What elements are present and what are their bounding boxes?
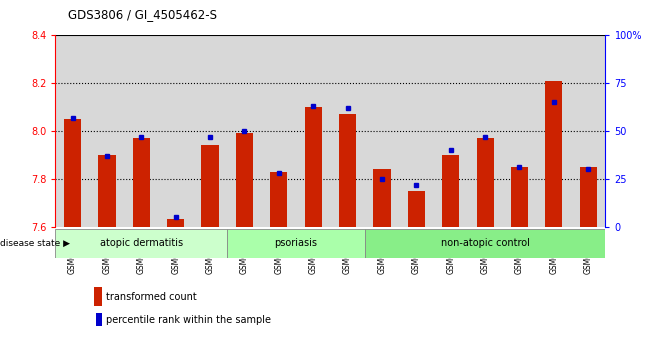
- Bar: [236, 133, 253, 227]
- FancyBboxPatch shape: [365, 229, 605, 258]
- Bar: [167, 219, 184, 227]
- Bar: [408, 191, 425, 227]
- Bar: [546, 81, 562, 227]
- Bar: [96, 313, 102, 326]
- Bar: [227, 35, 262, 227]
- Text: percentile rank within the sample: percentile rank within the sample: [106, 315, 271, 325]
- Bar: [374, 169, 391, 227]
- Bar: [305, 107, 322, 227]
- Bar: [330, 35, 365, 227]
- Text: disease state ▶: disease state ▶: [0, 239, 70, 248]
- Bar: [55, 35, 90, 227]
- Bar: [296, 35, 330, 227]
- Bar: [434, 35, 468, 227]
- Bar: [90, 35, 124, 227]
- Bar: [399, 35, 434, 227]
- Bar: [193, 35, 227, 227]
- Bar: [270, 172, 287, 227]
- Bar: [503, 35, 536, 227]
- Bar: [536, 35, 571, 227]
- Bar: [64, 119, 81, 227]
- Bar: [579, 167, 597, 227]
- Bar: [94, 287, 102, 306]
- Text: psoriasis: psoriasis: [275, 238, 318, 249]
- Bar: [477, 138, 493, 227]
- Bar: [365, 35, 399, 227]
- Text: non-atopic control: non-atopic control: [441, 238, 529, 249]
- Bar: [339, 114, 356, 227]
- Bar: [468, 35, 503, 227]
- Bar: [201, 145, 219, 227]
- Bar: [124, 35, 158, 227]
- Text: transformed count: transformed count: [106, 292, 197, 302]
- Bar: [571, 35, 605, 227]
- Bar: [262, 35, 296, 227]
- Bar: [511, 167, 528, 227]
- Text: atopic dermatitis: atopic dermatitis: [100, 238, 183, 249]
- Bar: [158, 35, 193, 227]
- FancyBboxPatch shape: [227, 229, 365, 258]
- FancyBboxPatch shape: [55, 229, 227, 258]
- Bar: [442, 155, 460, 227]
- Text: GDS3806 / GI_4505462-S: GDS3806 / GI_4505462-S: [68, 8, 217, 21]
- Bar: [98, 155, 115, 227]
- Bar: [133, 138, 150, 227]
